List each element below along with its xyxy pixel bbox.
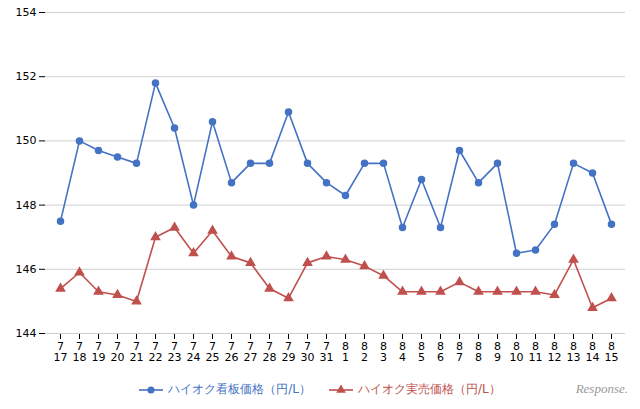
svg-text:723: 723 xyxy=(168,340,182,364)
svg-text:144: 144 xyxy=(16,327,37,340)
svg-text:82: 82 xyxy=(361,340,368,364)
svg-text:84: 84 xyxy=(399,340,406,364)
svg-text:812: 812 xyxy=(548,340,562,364)
svg-text:152: 152 xyxy=(16,70,37,83)
html-text:ハイオク看板価格（円/L）: ハイオク看板価格（円/L） xyxy=(168,382,311,396)
svg-text:154: 154 xyxy=(16,6,37,19)
svg-text:811: 811 xyxy=(529,340,543,364)
svg-text:810: 810 xyxy=(510,340,524,364)
svg-text:731: 731 xyxy=(320,340,334,364)
svg-text:727: 727 xyxy=(244,340,258,364)
svg-text:148: 148 xyxy=(16,199,37,212)
svg-text:720: 720 xyxy=(111,340,125,364)
svg-text:814: 814 xyxy=(586,340,600,364)
svg-text:726: 726 xyxy=(225,340,239,364)
svg-text:725: 725 xyxy=(206,340,220,364)
svg-text:815: 815 xyxy=(605,340,619,364)
svg-text:730: 730 xyxy=(301,340,315,364)
svg-text:729: 729 xyxy=(282,340,296,364)
svg-text:89: 89 xyxy=(494,340,501,364)
svg-text:85: 85 xyxy=(418,340,425,364)
html-text:Response.: Response. xyxy=(575,381,628,396)
svg-text:718: 718 xyxy=(73,340,87,364)
svg-text:87: 87 xyxy=(456,340,463,364)
svg-text:86: 86 xyxy=(437,340,444,364)
svg-text:813: 813 xyxy=(567,340,581,364)
svg-text:717: 717 xyxy=(54,340,68,364)
svg-text:81: 81 xyxy=(342,340,349,364)
svg-text:722: 722 xyxy=(149,340,163,364)
svg-text:146: 146 xyxy=(16,263,37,276)
svg-text:719: 719 xyxy=(92,340,106,364)
svg-text:83: 83 xyxy=(380,340,387,364)
svg-text:88: 88 xyxy=(475,340,482,364)
svg-text:721: 721 xyxy=(130,340,144,364)
svg-text:150: 150 xyxy=(16,134,37,147)
svg-text:724: 724 xyxy=(187,340,201,364)
html-text:ハイオク実売価格（円/L）: ハイオク実売価格（円/L） xyxy=(358,382,501,396)
svg-text:728: 728 xyxy=(263,340,277,364)
